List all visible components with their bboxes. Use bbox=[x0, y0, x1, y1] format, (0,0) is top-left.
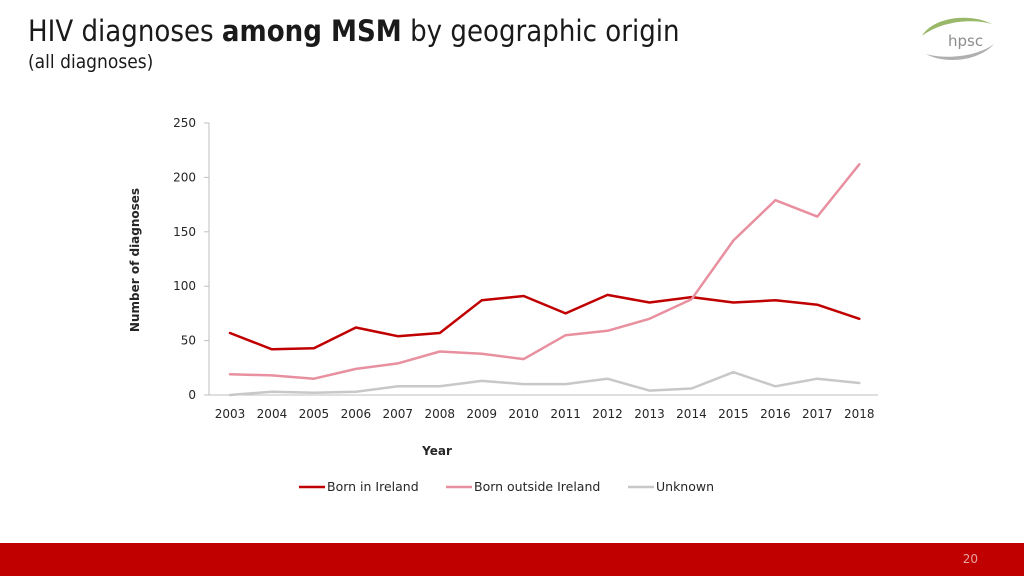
x-tick-label: 2018 bbox=[844, 407, 875, 421]
x-tick-label: 2009 bbox=[466, 407, 497, 421]
series-line-1 bbox=[228, 293, 861, 351]
x-tick-label: 2004 bbox=[257, 407, 288, 421]
x-tick-label: 2017 bbox=[802, 407, 833, 421]
line-chart: 0 50 100 150 200 250 2003 2004 2005 2006 2007 2008 2… bbox=[128, 116, 878, 494]
title-bold: among MSM bbox=[221, 14, 402, 48]
hpsc-logo: hpsc bbox=[922, 17, 994, 60]
x-tick-label: 2011 bbox=[550, 407, 581, 421]
x-tick-label: 2007 bbox=[383, 407, 414, 421]
x-tick-label: 2016 bbox=[760, 407, 791, 421]
y-tick-label: 150 bbox=[173, 225, 196, 239]
footer-bar: 20 bbox=[0, 543, 1024, 576]
chart-axes bbox=[204, 122, 878, 396]
logo-swoosh-grey bbox=[926, 44, 994, 60]
x-tick-label: 2010 bbox=[508, 407, 539, 421]
x-axis-title: Year bbox=[421, 444, 452, 458]
series-line-2 bbox=[228, 163, 861, 380]
x-tick-label: 2013 bbox=[634, 407, 665, 421]
x-tick-label: 2006 bbox=[341, 407, 372, 421]
legend-label-3: Unknown bbox=[656, 479, 714, 494]
chart-labels: 0 50 100 150 200 250 2003 2004 2005 2006 2007 2008 2… bbox=[128, 116, 875, 458]
y-tick-label: 100 bbox=[173, 279, 196, 293]
y-tick-label: 200 bbox=[173, 170, 196, 184]
y-tick-label: 250 bbox=[173, 116, 196, 130]
page-title: HIV diagnoses among MSM by geographic or… bbox=[28, 14, 680, 48]
chart-lines bbox=[228, 163, 861, 397]
page-number: 20 bbox=[962, 552, 978, 566]
title-part-1: HIV diagnoses bbox=[28, 14, 222, 48]
x-tick-label: 2012 bbox=[592, 407, 623, 421]
y-tick-label: 0 bbox=[188, 388, 196, 402]
y-tick-label: 50 bbox=[181, 334, 196, 348]
x-tick-label: 2005 bbox=[299, 407, 330, 421]
y-axis-title: Number of diagnoses bbox=[128, 188, 142, 332]
x-tick-label: 2014 bbox=[676, 407, 707, 421]
page-subtitle: (all diagnoses) bbox=[28, 51, 154, 73]
chart-legend: Born in Ireland Born outside Ireland Unkno… bbox=[299, 479, 714, 494]
x-tick-label: 2003 bbox=[215, 407, 246, 421]
x-tick-label: 2008 bbox=[424, 407, 455, 421]
legend-label-1: Born in Ireland bbox=[327, 479, 419, 494]
series-line-3 bbox=[228, 370, 861, 397]
title-part-2: by geographic origin bbox=[401, 14, 680, 48]
logo-text: hpsc bbox=[948, 32, 983, 50]
legend-label-2: Born outside Ireland bbox=[474, 479, 600, 494]
logo-swoosh-green bbox=[922, 17, 992, 36]
x-tick-label: 2015 bbox=[718, 407, 749, 421]
